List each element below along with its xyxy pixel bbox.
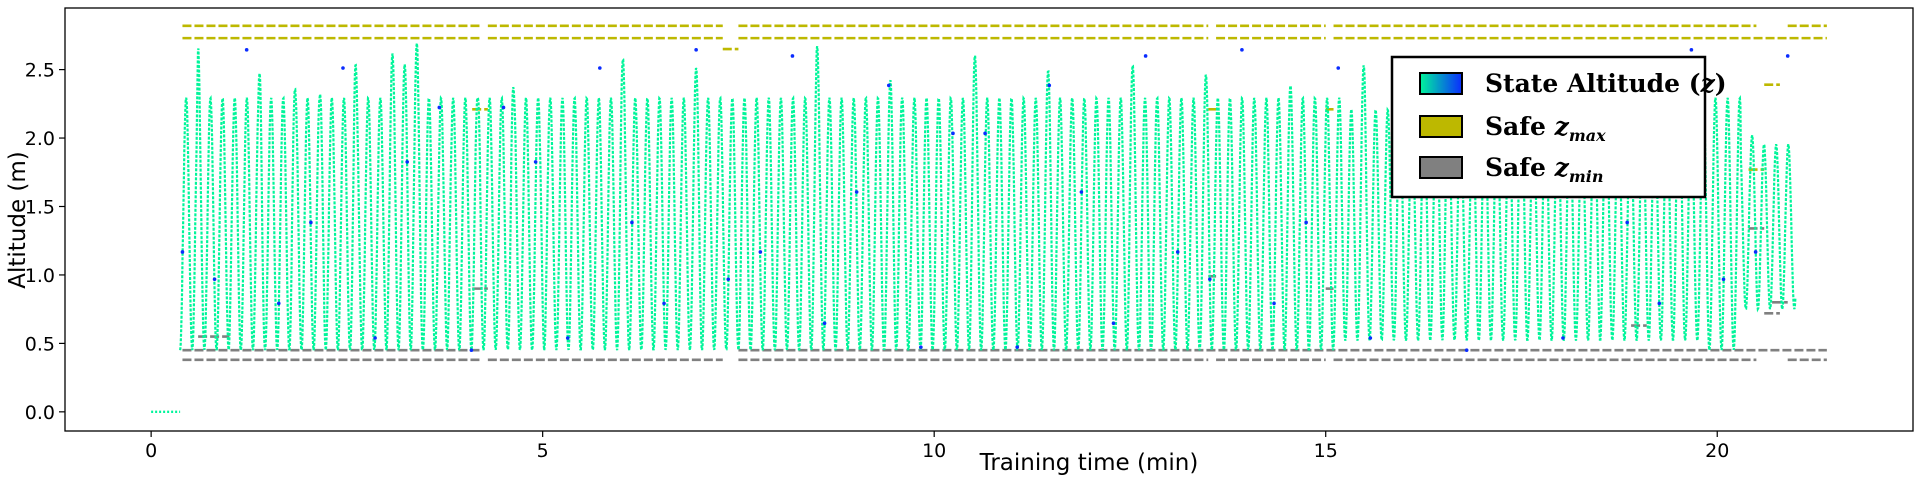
x-tick-label: 15 — [1314, 440, 1338, 462]
state-altitude-point — [1047, 83, 1052, 88]
y-axis-label: Altitude (m) — [5, 151, 31, 289]
state-altitude-point — [1015, 345, 1019, 349]
state-altitude-point — [309, 220, 313, 225]
state-altitude-point — [1689, 48, 1694, 52]
state-altitude-point — [469, 348, 474, 353]
state-altitude-point — [598, 66, 602, 70]
y-tick-label: 0.0 — [25, 402, 55, 424]
plot-frame — [64, 7, 1914, 432]
state-altitude-point — [1561, 336, 1565, 340]
state-altitude-point — [1079, 190, 1084, 194]
state-altitude-point — [1304, 220, 1308, 225]
legend-label-state-altitude: State Altitude (z) — [1485, 69, 1727, 98]
x-axis-label: Training time (min) — [979, 450, 1199, 476]
state-altitude-point — [1657, 301, 1662, 306]
y-tick-label: 2.0 — [25, 128, 55, 150]
state-altitude-point — [919, 345, 923, 349]
y-axis-ticks: 0.0 0.5 1.0 1.5 2.0 2.5 — [25, 60, 65, 424]
y-tick-label: 0.5 — [25, 333, 55, 355]
state-altitude-point — [405, 160, 409, 164]
safe-zmax-series — [182, 24, 1827, 171]
state-altitude-trace — [179, 43, 1797, 351]
state-altitude-point — [951, 131, 955, 136]
state-altitude-point — [822, 321, 827, 326]
state-altitude-point — [1143, 54, 1148, 58]
x-tick-label: 20 — [1705, 440, 1729, 462]
state-altitude-point — [180, 250, 185, 254]
state-altitude-point — [662, 301, 666, 306]
state-altitude-point — [1721, 277, 1726, 282]
legend-swatch-state-altitude — [1419, 72, 1463, 95]
state-altitude-point — [1625, 220, 1629, 225]
state-altitude-point — [1785, 54, 1790, 58]
y-tick-label: 1.5 — [25, 196, 55, 218]
state-altitude-point — [212, 277, 217, 282]
state-altitude-point — [565, 336, 570, 340]
y-tick-label: 1.0 — [25, 265, 55, 287]
state-altitude-point — [1111, 321, 1116, 326]
legend-label-safe-zmax: Safe zmax — [1485, 112, 1606, 145]
state-altitude-point — [1753, 250, 1758, 254]
x-tick-label: 0 — [145, 440, 157, 462]
state-altitude-point — [276, 301, 281, 306]
x-tick-label: 5 — [537, 440, 549, 462]
state-altitude-point — [1368, 336, 1373, 340]
state-altitude-point — [983, 131, 987, 136]
y-tick-label: 2.5 — [25, 60, 55, 82]
state-altitude-point — [886, 83, 891, 88]
legend-swatch-safe-zmax — [1419, 115, 1463, 138]
state-altitude-point — [1240, 48, 1244, 52]
state-altitude-point — [1175, 250, 1180, 254]
state-altitude-point — [437, 105, 442, 110]
state-altitude-point — [854, 190, 859, 194]
state-altitude-point — [630, 220, 634, 225]
legend: State Altitude (z) Safe zmax Safe zmin — [1390, 55, 1727, 199]
state-altitude-point — [341, 66, 345, 70]
state-altitude-point — [694, 48, 698, 52]
state-altitude-point — [533, 160, 538, 164]
state-altitude-point — [758, 250, 763, 254]
state-altitude-point — [1208, 277, 1212, 282]
state-altitude-point — [501, 105, 506, 110]
state-altitude-point — [373, 336, 377, 340]
state-altitude-point — [244, 48, 249, 52]
x-axis-ticks: 0 5 10 15 20 — [145, 431, 1729, 462]
legend-swatch-safe-zmin — [1419, 156, 1463, 179]
state-altitude-point — [790, 54, 795, 58]
state-altitude-point — [1336, 66, 1341, 70]
state-altitude-point — [726, 277, 731, 282]
legend-label-safe-zmin: Safe zmin — [1485, 153, 1603, 186]
state-altitude-point — [1272, 301, 1276, 306]
state-altitude-point — [1464, 348, 1469, 353]
x-tick-label: 10 — [922, 440, 946, 462]
